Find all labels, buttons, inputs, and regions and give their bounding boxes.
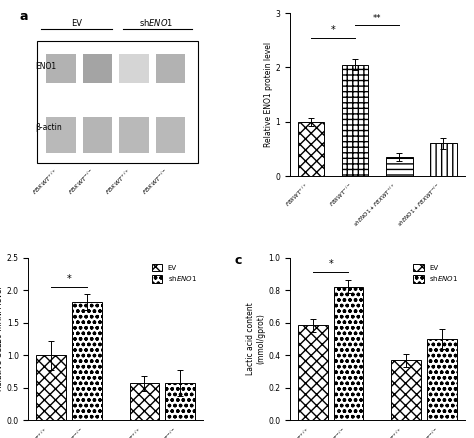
Bar (46, 54, 75, 83)
Bar (156, 54, 185, 83)
Text: ENO1: ENO1 (36, 62, 56, 71)
Bar (427, 339, 456, 420)
Text: EV: EV (71, 19, 82, 28)
Bar (119, 117, 149, 153)
Bar (156, 117, 185, 153)
Bar (119, 54, 149, 83)
Y-axis label: Relative ENO1 protein level: Relative ENO1 protein level (264, 42, 273, 147)
Text: *: * (328, 259, 333, 269)
Text: $FBXWT^{+/+}$: $FBXWT^{+/+}$ (30, 166, 61, 197)
Bar (386, 157, 412, 176)
Legend: EV, sh$\it{ENO1}$: EV, sh$\it{ENO1}$ (149, 261, 200, 286)
Text: **: ** (373, 14, 382, 23)
Bar (392, 360, 421, 420)
Text: *: * (331, 25, 336, 35)
Text: c: c (234, 254, 242, 267)
Legend: EV, sh$\it{ENO1}$: EV, sh$\it{ENO1}$ (410, 261, 461, 286)
Bar (82, 54, 112, 83)
Bar (82, 117, 112, 153)
Text: $FBXWT^{+/+}$: $FBXWT^{+/+}$ (103, 166, 134, 197)
Bar (334, 287, 363, 420)
Text: $FBXWT^{-/-}$: $FBXWT^{-/-}$ (67, 166, 97, 197)
Text: a: a (20, 10, 28, 23)
Bar (298, 122, 324, 176)
Bar (36, 355, 66, 420)
Bar (165, 383, 195, 420)
Bar (130, 383, 159, 420)
Y-axis label: Lactic acid content
(mmol/gprot): Lactic acid content (mmol/gprot) (246, 303, 265, 375)
Bar (298, 325, 328, 420)
Bar (37, 41, 198, 163)
Text: $FBXWT^{-/-}$: $FBXWT^{-/-}$ (140, 166, 171, 197)
Text: sh$\it{ENO1}$: sh$\it{ENO1}$ (139, 17, 174, 28)
Text: β-actin: β-actin (36, 123, 62, 132)
Bar (430, 144, 456, 176)
Text: *: * (67, 274, 72, 284)
Y-axis label: Relative CCL20 mRNA level: Relative CCL20 mRNA level (0, 287, 4, 391)
Bar (342, 65, 368, 176)
Bar (46, 117, 75, 153)
Bar (72, 302, 101, 420)
